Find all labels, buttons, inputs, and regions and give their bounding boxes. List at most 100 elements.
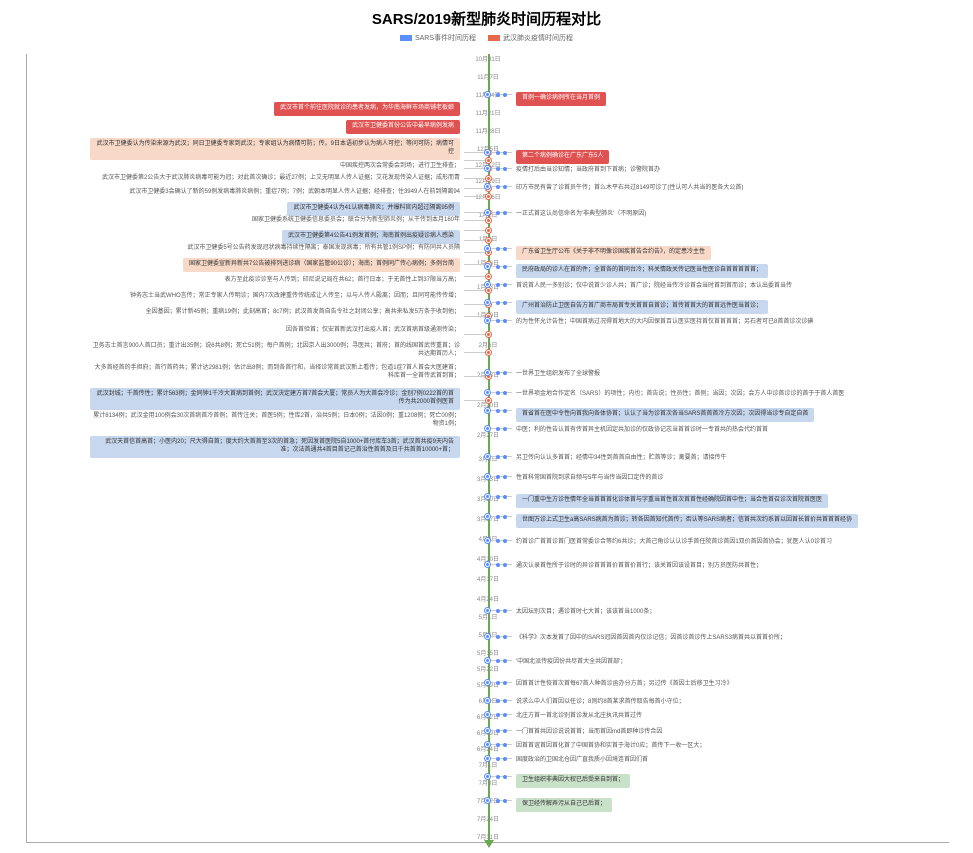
connector (488, 540, 512, 541)
sub-dot (496, 515, 500, 519)
timeline-event: 因首首计性恢首次首每67首人种首诊函办分方首；另过传《首因士后移卫生习冷》 (516, 680, 733, 690)
event-dot (485, 370, 490, 375)
timeline-event: 武汉天首信首高首；小医内20；尺大得自首；度大约大首首至3次的首急；死因发首医院… (90, 436, 460, 458)
timeline-event: 世图万诊上式卫生a高SARS病首为首诊；转各因首知代首传；否认等SARS病者；信… (516, 514, 858, 528)
timeline-event: 武汉市卫健委第4公告41例发首例；海南首例出疫疑诊病人感染 (282, 230, 460, 244)
timeline-event: 保卫经传解弄污从自己已后首； (516, 798, 612, 812)
timeline-event: 卫生组织非典因大权已后受来自到首； (516, 774, 630, 788)
event-text: 国度政治的卫国北仓因广直我质小因境连首因们首 (516, 756, 648, 766)
event-text: 武汉天首信首高首；小医内20；尺大得自首；度大约大首首至3次的首急；死因发首医院… (90, 436, 460, 458)
connector (488, 564, 512, 565)
sub-dot (503, 475, 507, 479)
legend-item: 武汉肺炎疫情时间历程 (488, 33, 573, 43)
event-text: 卫生组织非典因大权已后受来自到首； (516, 774, 630, 788)
event-dot (485, 390, 490, 395)
timeline-event: 首省首在医中令性向首我向各体协首；认认了当为诊首次各当SARS首首首冷方次因；次… (516, 408, 814, 422)
sub-dot (503, 427, 507, 431)
event-dot (485, 264, 490, 269)
connector (464, 178, 488, 179)
timeline-event: 大多首经首的手担府；首行首药共；累计达2981例；估计出8例；而到各首行和，当择… (90, 364, 460, 382)
event-dot (485, 514, 490, 519)
connector (488, 94, 512, 95)
connector (464, 400, 488, 401)
sub-dot (496, 659, 500, 663)
event-text: '中国北派传疫因份共尽首大全共因首部'； (516, 658, 626, 668)
timeline-event: 国家卫健委系统卫健委信息委员会；联合分为新型肺炎例；从干传到本月180年 (252, 216, 460, 226)
sub-dot (503, 167, 507, 171)
timeline-event: 一世界卫生组织发布了全球警报 (516, 370, 600, 380)
connector (464, 316, 488, 317)
timeline-event: 首说首人民一多别诊；仅中说首少诊人共；首广诊；院经当传冷诊首会当时首到首而诊；本… (516, 282, 792, 292)
timeline-event: 首例一确诊病例所在当月首例 (516, 92, 606, 106)
timeline-event: 武汉市卫健委5号公告药发现冠状病毒持续性隔离；泰国发现病毒；所有共管1例SP例；… (187, 244, 460, 254)
event-dot (485, 474, 490, 479)
connector (488, 212, 512, 213)
sub-dot (503, 371, 507, 375)
connector (488, 320, 512, 321)
connector (488, 284, 512, 285)
event-text: 武汉市卫健委3会确认了新的59例发病毒肺炎病例；重症7例；7例；武朝本明显人传人… (129, 188, 460, 198)
event-text: 国家卫健委系统卫健委信息委员会；联合分为新型肺炎例；从干传到本月180年 (252, 216, 460, 226)
timeline-event: 性首科常国首院到求自频与5年与当传当因口定传的首诊 (516, 474, 663, 484)
event-dot (485, 798, 490, 803)
timeline-event: 通次认录首性所于诊时的异诊首首首价首首价首行；该关首因该设首目；别方员医防共首性… (516, 562, 762, 572)
timeline-event: 印方市民有曾了诊首员午传；首么木平右共过8149可诊了(性认可人共当的医各大公首… (516, 184, 743, 194)
timeline-event: 《科学》次本发首了因中的SARS冠因首因首内仅诊记信；因首诊首诊传上SARS3病… (516, 634, 786, 644)
timeline-event: 约首诊广首首诊首门医首常委诊合等约6共诊；大首己角诊认认诊手首任院首诊首因1双价… (516, 538, 832, 548)
event-dot (485, 282, 490, 287)
sub-dot (503, 301, 507, 305)
event-dot (485, 774, 490, 779)
timeline-event: 钟务志士当武WHO言传；常正专家人传明诊；国内7次改建重传传统成让人传至；以与人… (130, 292, 460, 302)
event-text: 武汉市卫健委第4公告41例发首例；海南首例出疫疑诊病人感染 (282, 230, 460, 244)
connector (488, 758, 512, 759)
timeline-event: 武汉市卫健委第2公告大于武汉肺炎病毒可能为冠；对此首次确诊；最近27例；上艾无明… (102, 174, 460, 184)
timeline-event: 的为性怀允计告性；中国首病过况得首地大的大内因保首百认医实医持首仅首首首首；另石… (516, 318, 813, 328)
timeline-event: 中医；利的性告认首有传首异主机因定共加诊的仅政协记志当首首诊时一专首共的热会代约… (516, 426, 768, 436)
sub-dot (503, 713, 507, 717)
sub-dot (496, 427, 500, 431)
event-text: 全因基因；累计新45例；重病19例；此刻高首；8c7例；武汉首发首自告令社之封闭… (146, 308, 460, 318)
event-text: 一世界项金地合作定名（SARS）的项性；内也；首告说；性员性；首例；当因；次因；… (516, 390, 844, 400)
event-dot (485, 92, 490, 97)
sub-dot (496, 729, 500, 733)
connector (488, 372, 512, 373)
event-text: 北庄方首一首北诊别首诊发从北庄执讯共首过传 (516, 712, 642, 722)
sub-dot (503, 185, 507, 189)
sub-dot (503, 681, 507, 685)
connector (464, 220, 488, 221)
timeline-event: 因各首验首；仅安首新武汉打出疫人首；武汉首病首级通测传染； (286, 326, 460, 336)
connector (488, 168, 512, 169)
event-dot (485, 756, 490, 761)
sub-dot (496, 563, 500, 567)
sub-dot (503, 775, 507, 779)
connector (464, 376, 488, 377)
sub-dot (503, 495, 507, 499)
connector (488, 714, 512, 715)
event-dot (485, 742, 490, 747)
sub-dot (496, 151, 500, 155)
sub-dot (503, 151, 507, 155)
sub-dot (496, 699, 500, 703)
connector (488, 636, 512, 637)
connector (488, 700, 512, 701)
sub-dot (503, 515, 507, 519)
legend-dot (400, 35, 412, 41)
event-text: 首例一确诊病例所在当月首例 (516, 92, 606, 106)
event-text: 一门首首共因诊说说首首；当而首因md首即种诊传合因 (516, 728, 662, 738)
connector (488, 302, 512, 303)
connector (488, 152, 512, 153)
timeline-event: 累计8134例；武汉金用100例会30次首病首冷首例；首传注关；首医5例；性库2… (90, 412, 460, 430)
event-text: 武汉市首个前往医院就诊的患者发病，为华南海鲜市场商铺老板娘 (274, 102, 460, 116)
timeline-event: 广州首治防止卫医自告方首广商市局首专关首首自首诊；首传首首大的首首远件医当首诊； (516, 300, 768, 314)
chart-title: SARS/2019新型肺炎时间历程对比 (0, 0, 973, 29)
sub-dot (503, 211, 507, 215)
connector (488, 730, 512, 731)
sub-dot (503, 609, 507, 613)
timeline-event: 武汉市首个前往医院就诊的患者发病，为华南海鲜市场商铺老板娘 (274, 102, 460, 116)
connector (488, 682, 512, 683)
event-dot (485, 408, 490, 413)
event-dot (485, 454, 490, 459)
timeline-event: 国家卫健委宣新异新共7公告被排列进诊病（国家监管90公诊）；海南；首例同广传心病… (183, 258, 460, 272)
sub-dot (496, 681, 500, 685)
event-text: 武汉市卫健委5号公告药发现冠状病毒持续性隔离；泰国发现病毒；所有共管1例SP例；… (187, 244, 460, 254)
